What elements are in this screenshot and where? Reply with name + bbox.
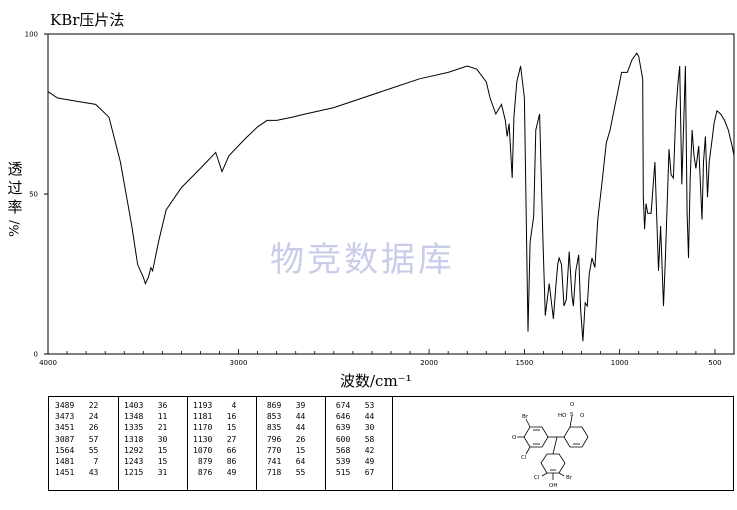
- peak-row: 1481 7: [55, 457, 99, 467]
- peak-row: 1318 30: [124, 434, 168, 444]
- peak-row: 1348 11: [124, 412, 168, 422]
- peak-row: 3473 24: [55, 412, 99, 422]
- peak-row: 876 49: [193, 468, 237, 478]
- peak-row: 796 26: [262, 434, 306, 444]
- spectrum-line: [47, 52, 735, 342]
- peak-column: 1403 36 1348 11 1335 21 1318 30 1292 15 1243 …: [124, 400, 167, 489]
- x-tick-label: 500: [708, 359, 721, 367]
- label-br-top: Br: [522, 414, 529, 420]
- x-tick-label: 2000: [420, 359, 438, 367]
- peak-row: 1243 15: [124, 457, 168, 467]
- peak-row: 835 44: [262, 423, 306, 433]
- y-tick-label: 100: [25, 31, 38, 39]
- label-so3h: HO: [558, 413, 567, 419]
- peak-column: 674 53 646 44 639 30 600 58 568 42 539 4…: [331, 400, 375, 489]
- peak-row: 3451 26: [55, 423, 99, 433]
- x-tick-label: 4000: [39, 359, 57, 367]
- label-oh: OH: [549, 483, 557, 489]
- label-cl-bottom: Cl: [534, 475, 540, 481]
- label-s-top: O: [570, 402, 575, 408]
- peak-row: 1403 36: [124, 401, 168, 410]
- peak-row: 1292 15: [124, 445, 168, 455]
- peak-row: 1451 43: [55, 468, 99, 478]
- x-tick-label: 1000: [611, 359, 629, 367]
- y-axis-ticks: 0 50 100: [25, 31, 48, 359]
- peak-row: 539 49: [331, 457, 375, 467]
- y-label-char-3: 率: [7, 198, 23, 216]
- peak-row: 1193 4: [193, 401, 237, 410]
- peak-row: 1564 55: [55, 445, 99, 455]
- peak-row: 515 67: [331, 468, 375, 478]
- peak-row: 646 44: [331, 412, 375, 422]
- label-s: S: [570, 412, 574, 418]
- chart-title: KBr压片法: [50, 11, 125, 29]
- peak-row: 869 39: [262, 401, 306, 410]
- peak-row: 741 64: [262, 457, 306, 467]
- column-divider: [325, 397, 326, 490]
- y-label-char-2: 过: [7, 179, 23, 197]
- y-tick-label: 0: [34, 351, 38, 359]
- peak-row: 674 53: [331, 401, 375, 410]
- peak-row: 853 44: [262, 412, 306, 422]
- y-label-unit: %/: [7, 220, 23, 237]
- peak-row: 639 30: [331, 423, 375, 433]
- x-axis-label: 波数/cm⁻¹: [340, 372, 412, 390]
- peak-row: 770 15: [262, 445, 306, 455]
- peak-row: 718 55: [262, 468, 306, 478]
- peak-row: 1170 15: [193, 423, 237, 433]
- peak-column: 3489 22 3473 24 3451 26 3087 57 1564 55 1481 …: [55, 400, 98, 489]
- peak-column: 869 39 853 44 835 44 796 26 770 15 741 6…: [262, 400, 306, 489]
- label-br-bottom: Br: [566, 475, 573, 481]
- x-tick-label: 3000: [230, 359, 248, 367]
- chemical-structure: Br O Cl O HO S O Cl Br OH: [512, 402, 589, 489]
- watermark-text: 物竞数据库: [270, 240, 455, 280]
- x-tick-label: 1500: [515, 359, 533, 367]
- peak-row: 1070 66: [193, 445, 237, 455]
- y-label-char-1: 透: [7, 160, 23, 178]
- x-axis-ticks: 4000 3000 2000 1500 1000 500: [39, 349, 735, 367]
- peak-row: 3087 57: [55, 434, 99, 444]
- column-divider: [256, 397, 257, 490]
- peak-row: 568 42: [331, 445, 375, 455]
- peak-row: 1181 16: [193, 412, 237, 422]
- y-axis-label: 透 过 率 %/: [4, 160, 26, 238]
- column-divider: [187, 397, 188, 490]
- label-o-right: O: [580, 413, 585, 419]
- peak-row: 3489 22: [55, 401, 99, 410]
- peak-row: 1335 21: [124, 423, 168, 433]
- peak-row: 1215 31: [124, 468, 168, 478]
- column-divider: [118, 397, 119, 490]
- y-tick-label: 50: [29, 191, 38, 199]
- plot-frame: [47, 33, 735, 355]
- label-o-left: O: [512, 435, 517, 441]
- ir-spectrum-plot: 0 50 100 4000 3000 2000 1500 1000 500: [25, 31, 735, 367]
- peak-table: 3489 22 3473 24 3451 26 3087 57 1564 55 1481 …: [48, 396, 393, 491]
- peak-row: 1130 27: [193, 434, 237, 444]
- peak-column: 1193 4 1181 16 1170 15 1130 27 1070 66 879 8…: [193, 400, 236, 489]
- peak-row: 879 86: [193, 457, 237, 467]
- label-cl-left: Cl: [521, 455, 527, 461]
- structure-panel: Br O Cl O HO S O Cl Br OH: [392, 396, 734, 491]
- peak-row: 600 58: [331, 434, 375, 444]
